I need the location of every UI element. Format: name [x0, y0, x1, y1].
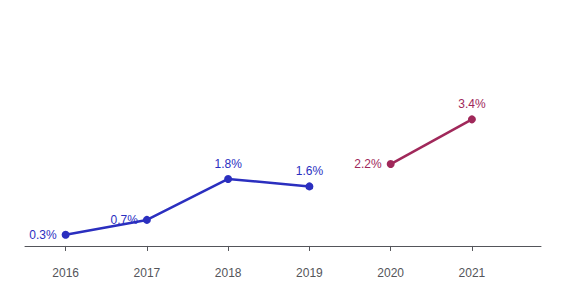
svg-text:1.8%: 1.8%	[214, 157, 242, 171]
svg-text:2016: 2016	[52, 266, 79, 280]
svg-text:1.6%: 1.6%	[296, 164, 324, 178]
svg-text:2.2%: 2.2%	[354, 157, 382, 171]
svg-text:2020: 2020	[377, 266, 404, 280]
svg-text:0.7%: 0.7%	[111, 213, 139, 227]
svg-text:3.4%: 3.4%	[458, 97, 486, 111]
svg-text:2018: 2018	[215, 266, 242, 280]
svg-text:2019: 2019	[296, 266, 323, 280]
svg-text:2021: 2021	[459, 266, 486, 280]
svg-text:2017: 2017	[134, 266, 161, 280]
svg-text:0.3%: 0.3%	[29, 228, 57, 242]
